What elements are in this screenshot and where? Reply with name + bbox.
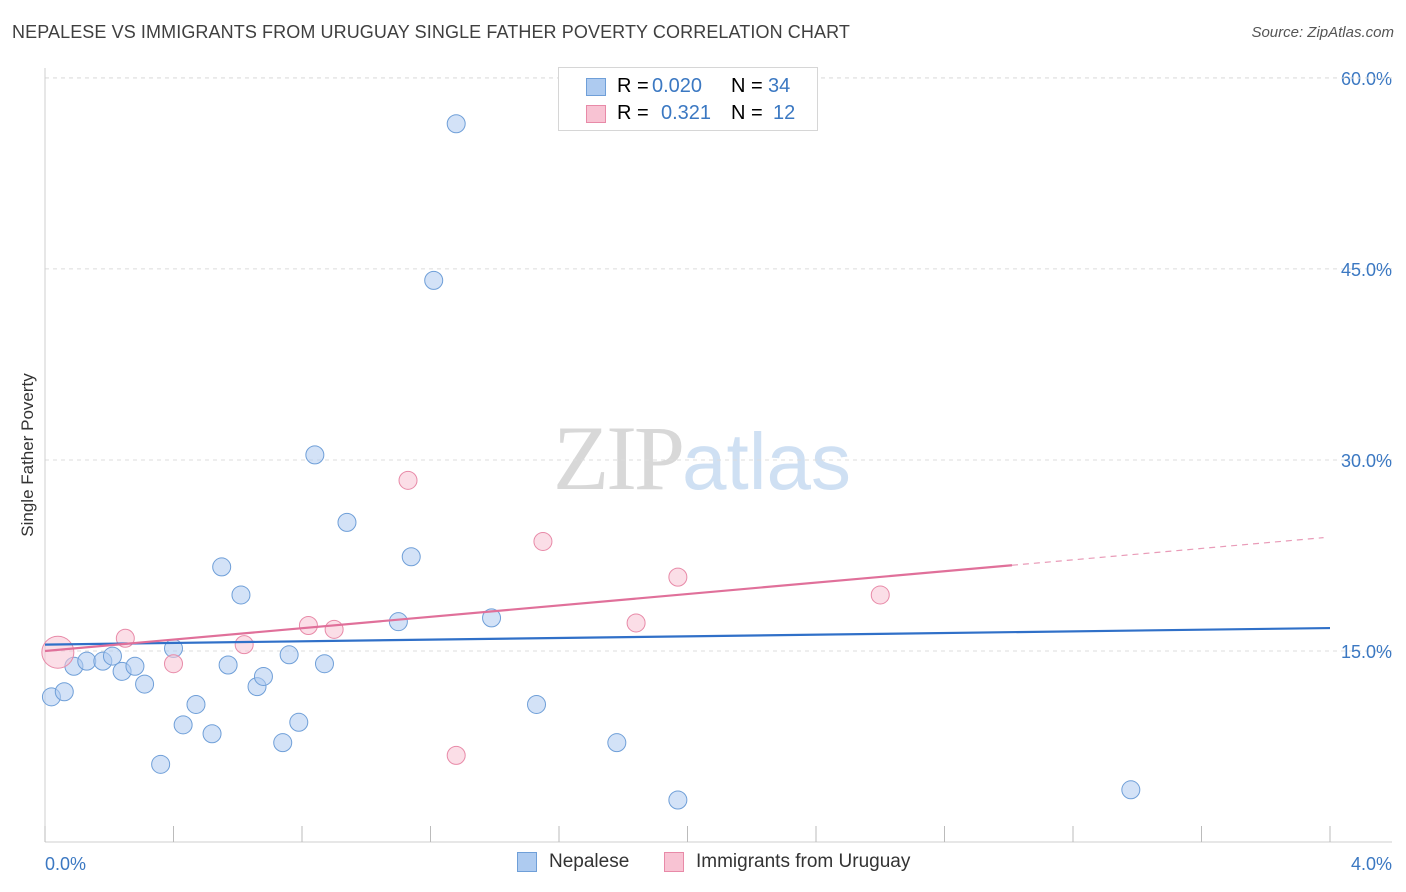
data-point-uruguay <box>668 567 688 587</box>
trend-line-nepalese <box>44 626 1331 646</box>
data-point-nepalese <box>102 646 122 666</box>
legend-r-value-nepalese: 0.020 <box>652 75 703 97</box>
trend-line-dashed-uruguay <box>1011 537 1324 566</box>
data-point-nepalese <box>253 666 273 686</box>
legend-item-nepalese: Nepalese <box>517 851 629 873</box>
data-point-nepalese <box>135 674 155 694</box>
data-point-uruguay <box>234 635 254 655</box>
data-point-nepalese <box>273 733 293 753</box>
legend-swatch-uruguay <box>586 105 606 123</box>
data-point-nepalese <box>668 790 688 810</box>
data-point-uruguay <box>298 616 318 636</box>
legend-swatch-nepalese-bottom <box>517 852 537 872</box>
data-point-uruguay <box>398 470 418 490</box>
data-point-nepalese <box>218 655 238 675</box>
data-point-uruguay <box>41 635 75 669</box>
legend-label-nepalese: Nepalese <box>549 851 630 872</box>
data-point-uruguay <box>446 745 466 765</box>
x-tick-label: 0.0% <box>45 854 86 874</box>
legend-label-uruguay: Immigrants from Uruguay <box>696 851 911 872</box>
legend-swatch-nepalese <box>586 78 606 96</box>
legend-n-label-uruguay: N = <box>731 102 763 124</box>
legend-swatch-uruguay-bottom <box>664 852 684 872</box>
data-point-uruguay <box>533 531 553 551</box>
legend-n-value-uruguay: 12 <box>773 102 796 124</box>
data-point-nepalese <box>337 512 357 532</box>
data-point-uruguay <box>626 613 646 633</box>
data-point-nepalese <box>125 656 145 676</box>
legend-r-value-uruguay: 0.321 <box>661 102 712 124</box>
watermark-zip: ZIP <box>553 407 685 509</box>
y-tick-label: 15.0% <box>1341 642 1392 662</box>
trend-line-uruguay <box>44 564 1013 653</box>
data-point-nepalese <box>388 612 408 632</box>
legend-n-value-nepalese: 34 <box>768 75 791 97</box>
correlation-legend: R = 0.020 N = 34 R = 0.321 N = 12 <box>558 67 818 131</box>
watermark-atlas: atlas <box>682 417 851 506</box>
data-point-uruguay <box>324 619 344 639</box>
data-point-nepalese <box>527 694 547 714</box>
y-tick-label: 45.0% <box>1341 260 1392 280</box>
data-point-uruguay <box>164 654 183 674</box>
data-point-uruguay <box>870 585 890 605</box>
data-point-nepalese <box>186 694 206 714</box>
legend-r-label-uruguay: R = <box>617 102 649 124</box>
data-point-nepalese <box>305 445 325 465</box>
data-point-nepalese <box>173 715 193 735</box>
legend-n-label-nepalese: N = <box>731 75 763 97</box>
data-point-nepalese <box>212 557 232 577</box>
data-point-nepalese <box>54 682 74 702</box>
data-point-nepalese <box>482 608 502 628</box>
watermark: ZIPatlas <box>553 405 851 511</box>
data-point-nepalese <box>77 651 97 671</box>
data-point-nepalese <box>289 712 309 732</box>
data-point-nepalese <box>231 585 251 605</box>
data-point-nepalese <box>314 654 334 674</box>
legend-item-uruguay: Immigrants from Uruguay <box>664 851 910 873</box>
data-point-nepalese <box>424 270 444 290</box>
legend-r-label-nepalese: R = <box>617 75 649 97</box>
data-point-nepalese <box>401 547 421 567</box>
y-tick-label: 30.0% <box>1341 451 1392 471</box>
data-point-nepalese <box>607 733 627 753</box>
chart-title: NEPALESE VS IMMIGRANTS FROM URUGUAY SING… <box>12 22 850 42</box>
data-point-nepalese <box>151 754 171 774</box>
data-point-nepalese <box>1121 780 1141 800</box>
source-note: Source: ZipAtlas.com <box>1251 24 1394 41</box>
data-point-nepalese <box>202 724 222 744</box>
x-tick-label: 4.0% <box>1351 854 1392 874</box>
data-point-nepalese <box>446 114 466 134</box>
y-tick-label: 60.0% <box>1341 69 1392 89</box>
series-legend: Nepalese Immigrants from Uruguay <box>0 851 1406 877</box>
data-point-nepalese <box>279 645 299 665</box>
